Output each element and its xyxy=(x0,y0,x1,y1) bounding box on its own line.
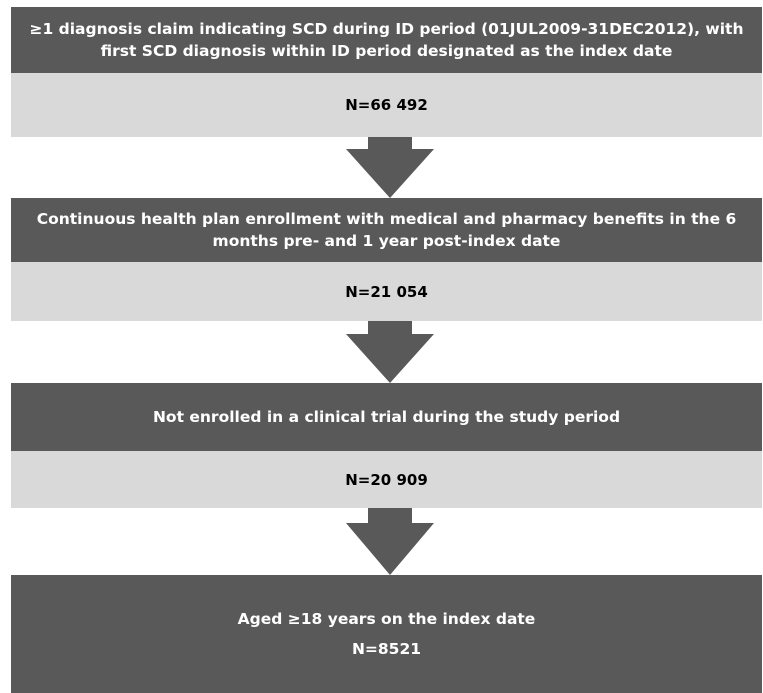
step-3-criterion-text: Not enrolled in a clinical trial during … xyxy=(152,408,621,426)
step-2-criterion-box: Continuous health plan enrollment with m… xyxy=(11,198,762,262)
down-arrow-1-icon xyxy=(344,137,436,198)
step-1-count-text: N=66 492 xyxy=(345,96,428,114)
step-4-count-text: N=8521 xyxy=(351,640,422,658)
down-arrow-3-icon xyxy=(344,508,436,575)
step-4-criterion-text: Aged ≥18 years on the index date xyxy=(237,610,536,628)
step-1-criterion-text: ≥1 diagnosis claim indicating SCD during… xyxy=(29,20,744,60)
down-arrow-2-icon xyxy=(344,321,436,383)
step-3-count-box: N=20 909 xyxy=(11,451,762,508)
step-2-count-text: N=21 054 xyxy=(345,282,428,301)
step-4-final-box: Aged ≥18 years on the index date N=8521 xyxy=(11,575,762,693)
step-1-criterion-box: ≥1 diagnosis claim indicating SCD during… xyxy=(11,7,762,73)
step-3-criterion-box: Not enrolled in a clinical trial during … xyxy=(11,383,762,451)
step-2-criterion-text: Continuous health plan enrollment with m… xyxy=(36,210,737,250)
step-2-count-box: N=21 054 xyxy=(11,262,762,321)
step-1-count-box: N=66 492 xyxy=(11,73,762,137)
step-3-count-text: N=20 909 xyxy=(345,470,428,489)
